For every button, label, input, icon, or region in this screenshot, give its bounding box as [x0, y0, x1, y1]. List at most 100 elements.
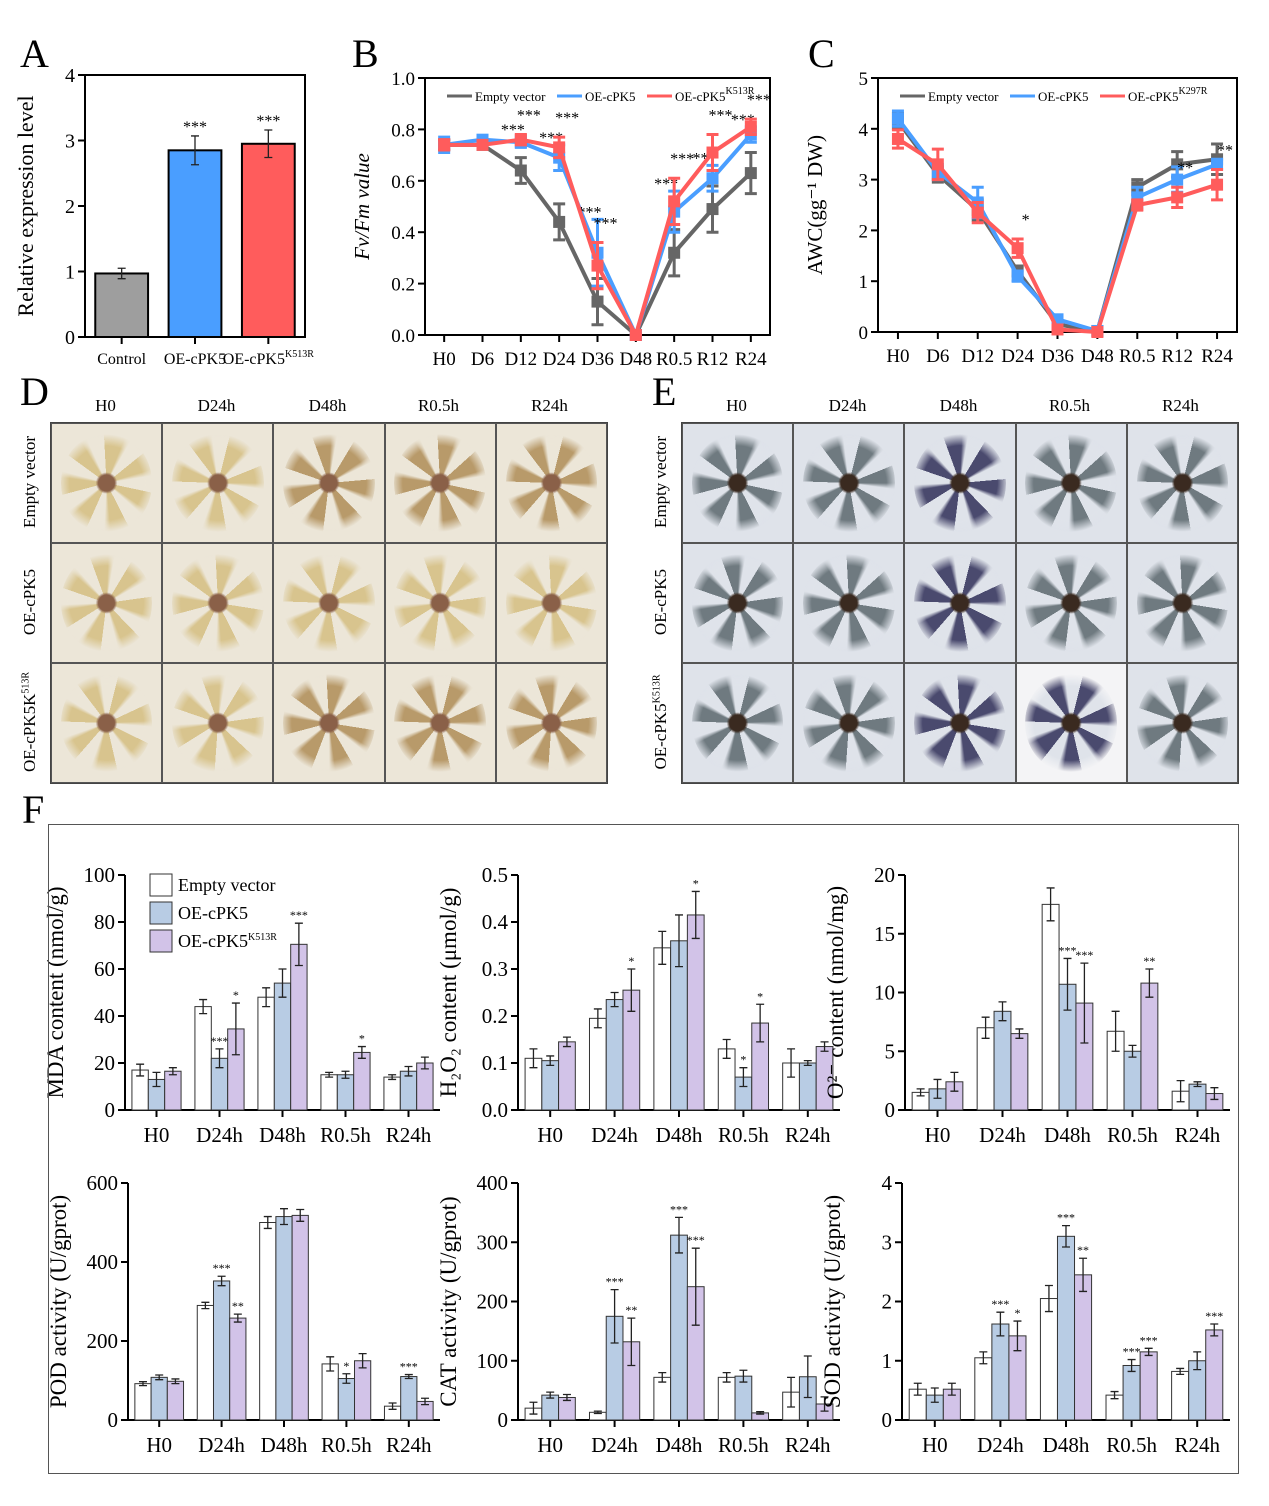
flower-image [914, 433, 1006, 533]
legend-entry: OE-cPK5 [178, 903, 248, 923]
data-point [553, 141, 566, 154]
flower-image [171, 673, 264, 773]
y-tick-label: 2 [882, 1290, 893, 1314]
error-bar [756, 1003, 765, 1043]
significance-label: * [233, 988, 239, 1002]
y-tick-label: 2 [65, 196, 75, 218]
y-tick-label: 1 [882, 1349, 893, 1373]
significance-label: *** [400, 1360, 418, 1374]
data-point [1171, 191, 1184, 204]
x-tick-label: D48 [619, 349, 652, 370]
data-point [891, 112, 904, 125]
legend-entry: OE-cPK5K297R [1128, 86, 1208, 104]
y-tick-label: 3 [859, 171, 869, 192]
data-point [891, 132, 904, 145]
y-tick-label: 20 [874, 863, 895, 887]
error-bar [404, 1065, 413, 1077]
significance-label: *** [183, 119, 207, 136]
y-tick-label: 15 [874, 922, 895, 946]
error-bar [404, 1373, 413, 1380]
y-tick-label: 0.5 [482, 863, 508, 887]
y-tick-label: 0.3 [482, 957, 508, 981]
significance-label: ** [1077, 1243, 1089, 1257]
error-bar [756, 1411, 765, 1415]
error-bar [562, 1393, 571, 1402]
x-tick-label: D36 [581, 349, 614, 370]
flower-image [802, 673, 895, 773]
x-tick-label-text: OE-cPK5 [164, 351, 226, 368]
flower-photo [51, 423, 163, 543]
data-point [668, 195, 681, 208]
significance-label: *** [687, 1233, 705, 1247]
y-tick-label: 200 [477, 1290, 509, 1314]
x-tick-label: R24h [785, 1123, 831, 1147]
column-header: R0.5h [1048, 396, 1091, 415]
x-tick-label: R0.5h [321, 1433, 372, 1457]
flower-photo [273, 663, 385, 783]
y-tick-label: 5 [885, 1039, 896, 1063]
error-bar [981, 1016, 990, 1039]
error-bar [739, 1067, 748, 1088]
y-axis-label: POD activity (U/gprot) [46, 1195, 71, 1408]
error-bar [1176, 1079, 1185, 1103]
panel-letter-c: C [808, 31, 835, 76]
flower-photo [162, 423, 274, 543]
y-tick-label: 3 [65, 131, 75, 153]
y-axis-label: Relative expression level [13, 95, 38, 316]
significance-label: * [343, 1359, 349, 1373]
bar [167, 149, 223, 338]
column-header: H0 [726, 396, 747, 415]
error-bar [979, 1351, 988, 1365]
error-bar [1111, 1010, 1120, 1052]
error-bar [421, 1397, 430, 1406]
error-bar [913, 1382, 922, 1396]
error-bar [168, 1067, 177, 1076]
y-tick-label: 100 [84, 863, 116, 887]
x-tick-label: H0 [886, 346, 909, 367]
significance-label: * [628, 954, 634, 968]
x-tick-label: R0.5h [718, 1433, 769, 1457]
y-tick-label: 0.8 [391, 120, 415, 141]
legend-entry: OE-cPK5K513R [178, 931, 277, 951]
y-axis-label: Fv/Fm value [350, 153, 374, 261]
x-tick-label: R24h [785, 1433, 831, 1457]
bar [240, 142, 296, 338]
y-tick-label: 0.0 [391, 326, 415, 347]
error-bar [1145, 968, 1154, 998]
significance-label: * [740, 1053, 746, 1067]
data-point [971, 206, 984, 219]
significance-label: *** [1140, 1333, 1158, 1347]
data-point [438, 138, 451, 151]
column-header: D48h [939, 396, 978, 415]
row-header-text: OE-cPK5 [651, 703, 670, 770]
error-bar [1062, 1225, 1070, 1248]
flower-image [283, 673, 375, 773]
row-header-text: OE-cPK5K [20, 693, 39, 773]
legend-swatch [149, 873, 173, 897]
error-bar [278, 968, 287, 998]
flower-image [691, 433, 784, 533]
error-bar [916, 1088, 925, 1097]
error-bar [675, 1216, 683, 1254]
row-header: OE-cPK5K513R [651, 662, 671, 782]
x-tick-label-superscript: K513R [285, 349, 314, 360]
y-tick-label: 60 [94, 957, 115, 981]
legend-entry-superscript: K513R [248, 932, 277, 943]
flower-image [283, 433, 375, 533]
y-tick-label: 0.2 [391, 275, 415, 296]
error-bar [1193, 1351, 1202, 1371]
error-bar [820, 1396, 829, 1412]
x-tick-label: R12 [1161, 346, 1193, 367]
chart-cat: 0 100 200 300 400 CAT activity (U/gprot) H0 D24… [436, 1171, 840, 1457]
flower-image [505, 553, 598, 653]
error-bar [998, 1001, 1007, 1022]
flower-image [914, 673, 1006, 773]
error-bar [1015, 1028, 1024, 1039]
y-tick-label: 1 [859, 272, 869, 293]
x-tick-label: D24 [543, 349, 576, 370]
error-bar [201, 1301, 210, 1310]
error-bar [1013, 1320, 1022, 1352]
data-point [1051, 323, 1064, 336]
error-bar [155, 1374, 164, 1381]
error-bar [1210, 1323, 1219, 1337]
